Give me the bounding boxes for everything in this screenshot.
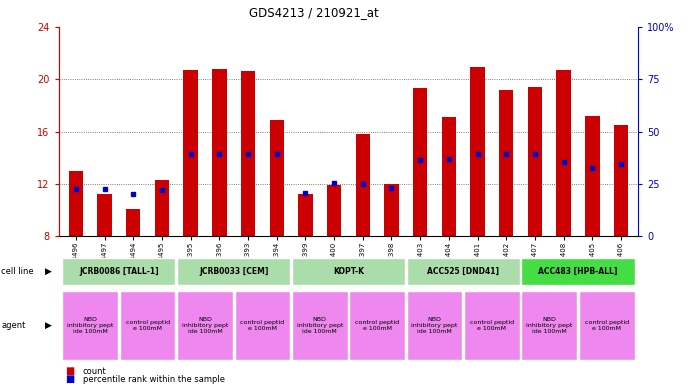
- Text: ▶: ▶: [45, 321, 52, 330]
- Bar: [579, 291, 635, 360]
- Text: KOPT-K: KOPT-K: [333, 267, 364, 276]
- Text: percentile rank within the sample: percentile rank within the sample: [83, 374, 225, 384]
- Bar: [298, 194, 313, 236]
- Bar: [327, 185, 342, 236]
- Bar: [235, 291, 290, 360]
- Bar: [464, 291, 520, 360]
- Text: control peptid
e 100mM: control peptid e 100mM: [240, 320, 284, 331]
- Text: GDS4213 / 210921_at: GDS4213 / 210921_at: [249, 6, 379, 19]
- Text: NBD
inhibitory pept
ide 100mM: NBD inhibitory pept ide 100mM: [181, 317, 228, 334]
- Bar: [528, 87, 542, 236]
- Text: JCRB0086 [TALL-1]: JCRB0086 [TALL-1]: [79, 267, 159, 276]
- Bar: [177, 291, 233, 360]
- Text: ■: ■: [66, 366, 75, 376]
- Bar: [355, 134, 370, 236]
- Bar: [556, 70, 571, 236]
- Bar: [292, 258, 405, 285]
- Bar: [62, 258, 175, 285]
- Text: control peptid
e 100mM: control peptid e 100mM: [584, 320, 629, 331]
- Text: NBD
inhibitory pept
ide 100mM: NBD inhibitory pept ide 100mM: [67, 317, 113, 334]
- Bar: [522, 291, 577, 360]
- Bar: [413, 88, 427, 236]
- Bar: [270, 120, 284, 236]
- Text: NBD
inhibitory pept
ide 100mM: NBD inhibitory pept ide 100mM: [526, 317, 573, 334]
- Bar: [522, 258, 635, 285]
- Bar: [442, 117, 456, 236]
- Text: control peptid
e 100mM: control peptid e 100mM: [126, 320, 170, 331]
- Bar: [471, 68, 485, 236]
- Text: control peptid
e 100mM: control peptid e 100mM: [355, 320, 400, 331]
- Bar: [126, 209, 141, 236]
- Bar: [241, 71, 255, 236]
- Bar: [499, 90, 513, 236]
- Text: ■: ■: [66, 374, 75, 384]
- Text: ACC525 [DND41]: ACC525 [DND41]: [427, 267, 500, 276]
- Text: NBD
inhibitory pept
ide 100mM: NBD inhibitory pept ide 100mM: [297, 317, 343, 334]
- Text: JCRB0033 [CEM]: JCRB0033 [CEM]: [199, 267, 268, 276]
- Bar: [97, 194, 112, 236]
- Text: NBD
inhibitory pept
ide 100mM: NBD inhibitory pept ide 100mM: [411, 317, 457, 334]
- Bar: [292, 291, 348, 360]
- Bar: [406, 291, 462, 360]
- Bar: [614, 125, 628, 236]
- Bar: [585, 116, 600, 236]
- Text: count: count: [83, 367, 106, 376]
- Bar: [177, 258, 290, 285]
- Text: ▶: ▶: [45, 267, 52, 276]
- Bar: [155, 180, 169, 236]
- Bar: [349, 291, 405, 360]
- Bar: [69, 171, 83, 236]
- Bar: [62, 291, 118, 360]
- Bar: [184, 70, 198, 236]
- Bar: [406, 258, 520, 285]
- Bar: [384, 184, 399, 236]
- Bar: [212, 69, 226, 236]
- Text: cell line: cell line: [1, 267, 34, 276]
- Text: ACC483 [HPB-ALL]: ACC483 [HPB-ALL]: [538, 267, 618, 276]
- Bar: [120, 291, 175, 360]
- Text: agent: agent: [1, 321, 26, 330]
- Text: control peptid
e 100mM: control peptid e 100mM: [470, 320, 514, 331]
